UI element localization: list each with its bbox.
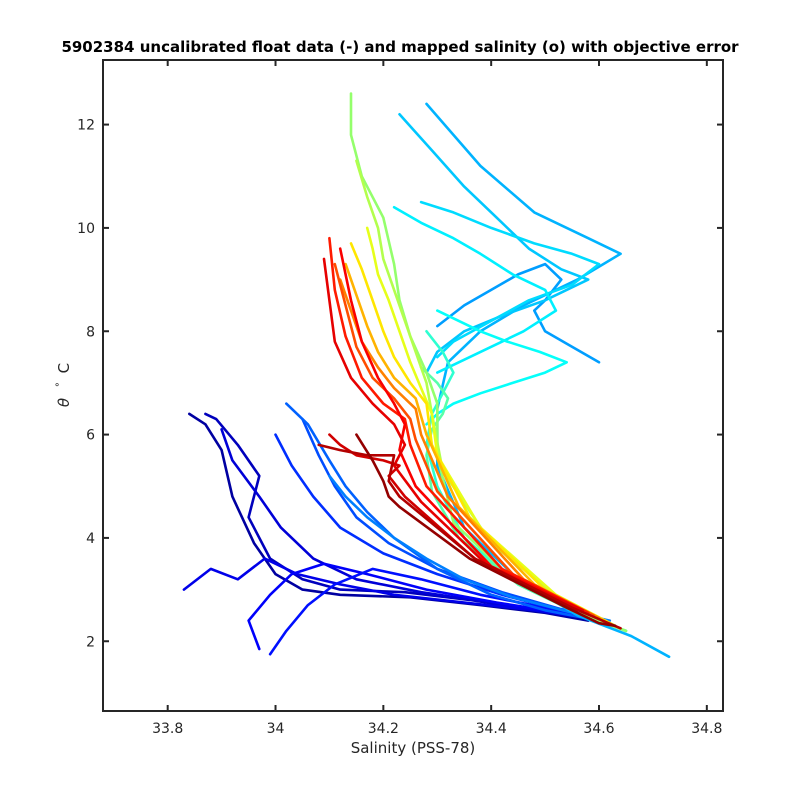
y-tick-label: 12: [77, 118, 95, 134]
x-tick-label: 34.8: [691, 721, 722, 737]
profile-line-24: [333, 262, 595, 617]
y-tick-label: 6: [86, 428, 95, 444]
profile-line-23: [338, 278, 601, 620]
profile-line-25: [328, 236, 590, 615]
plot-area: 33.8 34 34.2 34.4 34.6 34.8 2 4 6 8 10 12: [77, 59, 724, 737]
axes-box: [102, 59, 724, 712]
profile-line-3: [182, 557, 590, 620]
profile-line-8: [285, 402, 601, 622]
y-tick-label: 4: [86, 531, 95, 547]
y-tick-label: 2: [86, 634, 95, 650]
profile-line-14: [392, 206, 558, 374]
profile-lines: [182, 92, 671, 659]
x-tick-label: 34.6: [583, 721, 614, 737]
profile-line-21: [349, 242, 612, 625]
profile-line-26: [338, 247, 585, 612]
x-axis-label: Salinity (PSS-78): [351, 739, 476, 757]
x-tick-label: 34.4: [476, 721, 507, 737]
profile-line-4: [247, 562, 606, 651]
profile-line-13: [419, 200, 601, 359]
y-axis-label: θ ° C: [49, 363, 73, 407]
profile-line-29: [317, 443, 622, 630]
profile-line-10: [436, 262, 601, 364]
y-axis-label-degree: °: [55, 382, 66, 387]
y-tick-label: 10: [77, 221, 95, 237]
profile-line-9: [328, 474, 612, 622]
y-axis-label-unit: C: [55, 363, 73, 373]
x-tick-label: 33.8: [152, 721, 183, 737]
profile-line-22: [344, 262, 606, 622]
profile-line-27: [322, 257, 585, 612]
chart-title: 5902384 uncalibrated float data (-) and …: [61, 38, 739, 56]
y-axis-label-symbol: θ: [55, 398, 73, 407]
x-tick-label: 34: [267, 721, 285, 737]
x-tick-label: 34.2: [368, 721, 399, 737]
profile-line-15: [425, 309, 568, 426]
profile-line-30: [355, 433, 617, 628]
y-tick-label: 8: [86, 324, 95, 340]
profile-line-12: [398, 113, 590, 374]
